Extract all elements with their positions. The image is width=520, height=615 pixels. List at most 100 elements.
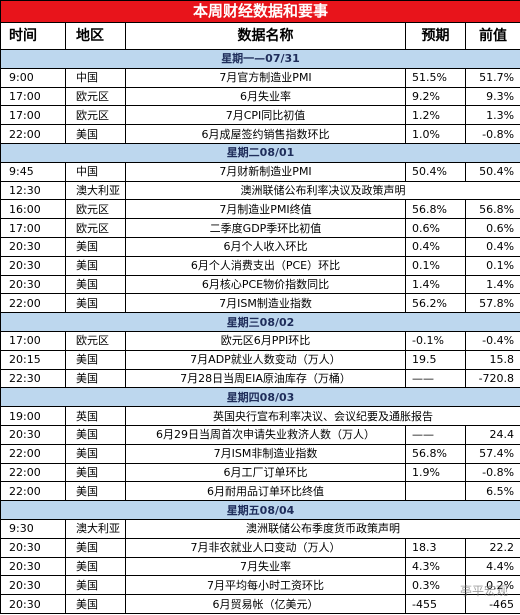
- previous-cell: 57.8%: [464, 293, 520, 314]
- forecast-cell: 1.2%: [405, 105, 466, 126]
- header-cell: 前值: [464, 22, 520, 50]
- data-row: 17:00 欧元区 7月CPI同比初值 1.2% 1.3%: [0, 105, 520, 126]
- item-name-cell: 7月ISM制造业指数: [125, 293, 406, 314]
- forecast-cell: 1.4%: [405, 274, 466, 295]
- header-cell: 时间: [0, 22, 66, 50]
- forecast-cell: 19.5: [405, 349, 466, 370]
- forecast-cell: 0.6%: [405, 218, 466, 238]
- region-cell: 美国: [65, 537, 126, 558]
- item-name-cell: 7月财新制造业PMI: [125, 161, 406, 182]
- data-row: 20:30 美国 6月个人消费支出（PCE）环比 0.1% 0.1%: [0, 255, 520, 276]
- forecast-cell: 51.5%: [405, 67, 466, 88]
- item-name-cell: 6月核心PCE物价指数同比: [125, 274, 406, 295]
- forecast-cell: 1.9%: [405, 462, 466, 483]
- forecast-cell: ——: [405, 368, 466, 389]
- previous-cell: 9.3%: [464, 86, 520, 107]
- item-name-cell: 澳洲联储公布季度货币政策声明: [124, 518, 520, 539]
- forecast-cell: [405, 481, 466, 502]
- title-row: 本周财经数据和要事: [0, 0, 520, 23]
- forecast-cell: 56.8%: [405, 199, 466, 220]
- header-cell: 预期: [405, 22, 466, 50]
- forecast-cell: 56.8%: [405, 443, 466, 464]
- item-name-cell: 澳洲联储公布利率决议及政策声明: [124, 180, 520, 201]
- time-cell: 20:15: [0, 349, 66, 370]
- time-cell: 20:30: [0, 424, 66, 445]
- previous-cell: 56.8%: [464, 199, 520, 220]
- forecast-cell: 56.2%: [405, 293, 466, 314]
- item-name-cell: 7月官方制造业PMI: [125, 67, 406, 88]
- data-row: 22:00 美国 6月成屋签约销售指数环比 1.0% -0.8%: [0, 124, 520, 144]
- data-row: 22:00 美国 6月耐用品订单环比终值 6.5%: [0, 481, 520, 502]
- day-label: 星期一—07/31: [0, 49, 520, 69]
- item-name-cell: 英国央行宣布利率决议、会议纪要及通胀报告: [124, 406, 520, 426]
- time-cell: 17:00: [0, 330, 66, 351]
- item-name-cell: 6月成屋签约销售指数环比: [125, 124, 406, 144]
- item-name-cell: 7月ADP就业人数变动（万人）: [125, 349, 406, 370]
- region-cell: 美国: [65, 236, 126, 257]
- data-row: 20:30 美国 6月个人收入环比 0.4% 0.4%: [0, 236, 520, 257]
- region-cell: 澳大利亚: [65, 180, 126, 201]
- region-cell: 欧元区: [65, 86, 126, 107]
- region-cell: 中国: [65, 161, 126, 182]
- item-name-cell: 7月非农就业人口变动（万人）: [125, 537, 406, 558]
- data-row: 9:00 中国 7月官方制造业PMI 51.5% 51.7%: [0, 67, 520, 88]
- data-row: 20:15 美国 7月ADP就业人数变动（万人） 19.5 15.8: [0, 349, 520, 370]
- previous-cell: 4.4%: [464, 556, 520, 577]
- item-name-cell: 7月ISM非制造业指数: [125, 443, 406, 464]
- previous-cell: -0.4%: [464, 330, 520, 351]
- time-cell: 9:30: [0, 518, 66, 539]
- time-cell: 20:30: [0, 537, 66, 558]
- item-name-cell: 7月CPI同比初值: [125, 105, 406, 126]
- time-cell: 17:00: [0, 218, 66, 238]
- time-cell: 20:30: [0, 274, 66, 295]
- item-name-cell: 6月失业率: [125, 86, 406, 107]
- time-cell: 20:30: [0, 575, 66, 596]
- item-name-cell: 6月个人收入环比: [125, 236, 406, 257]
- time-cell: 19:00: [0, 406, 66, 426]
- time-cell: 20:30: [0, 594, 66, 614]
- region-cell: 美国: [65, 575, 126, 596]
- day-row: 星期二08/01: [0, 142, 520, 163]
- forecast-cell: -0.1%: [405, 330, 466, 351]
- forecast-cell: 0.4%: [405, 236, 466, 257]
- day-row: 星期三08/02: [0, 312, 520, 332]
- item-name-cell: 7月制造业PMI终值: [125, 199, 406, 220]
- forecast-cell: 4.3%: [405, 556, 466, 577]
- forecast-cell: 50.4%: [405, 161, 466, 182]
- region-cell: 美国: [65, 556, 126, 577]
- time-cell: 17:00: [0, 105, 66, 126]
- time-cell: 22:00: [0, 462, 66, 483]
- region-cell: 美国: [65, 462, 126, 483]
- previous-cell: 1.3%: [464, 105, 520, 126]
- day-row: 星期五08/04: [0, 500, 520, 520]
- watermark: 亭平宏观: [459, 584, 508, 598]
- previous-cell: -0.8%: [464, 462, 520, 483]
- data-row: 20:30 美国 7月失业率 4.3% 4.4%: [0, 556, 520, 577]
- time-cell: 20:30: [0, 556, 66, 577]
- forecast-cell: ——: [405, 424, 466, 445]
- region-cell: 欧元区: [65, 218, 126, 238]
- region-cell: 美国: [65, 274, 126, 295]
- previous-cell: 50.4%: [464, 161, 520, 182]
- time-cell: 20:30: [0, 255, 66, 276]
- time-cell: 22:30: [0, 368, 66, 389]
- previous-cell: 0.4%: [464, 236, 520, 257]
- forecast-cell: -455: [405, 594, 466, 614]
- region-cell: 美国: [65, 124, 126, 144]
- region-cell: 美国: [65, 424, 126, 445]
- time-cell: 20:30: [0, 236, 66, 257]
- day-label: 星期三08/02: [0, 312, 520, 332]
- time-cell: 9:45: [0, 161, 66, 182]
- forecast-cell: 18.3: [405, 537, 466, 558]
- region-cell: 美国: [65, 349, 126, 370]
- item-name-cell: 6月29日当周首次申请失业救济人数（万人）: [125, 424, 406, 445]
- data-row: 22:00 美国 7月ISM制造业指数 56.2% 57.8%: [0, 293, 520, 314]
- region-cell: 英国: [65, 406, 126, 426]
- day-label: 星期二08/01: [0, 142, 520, 163]
- region-cell: 欧元区: [65, 105, 126, 126]
- data-row: 12:30 澳大利亚 澳洲联储公布利率决议及政策声明: [0, 180, 520, 201]
- region-cell: 美国: [65, 594, 126, 614]
- item-name-cell: 6月耐用品订单环比终值: [125, 481, 406, 502]
